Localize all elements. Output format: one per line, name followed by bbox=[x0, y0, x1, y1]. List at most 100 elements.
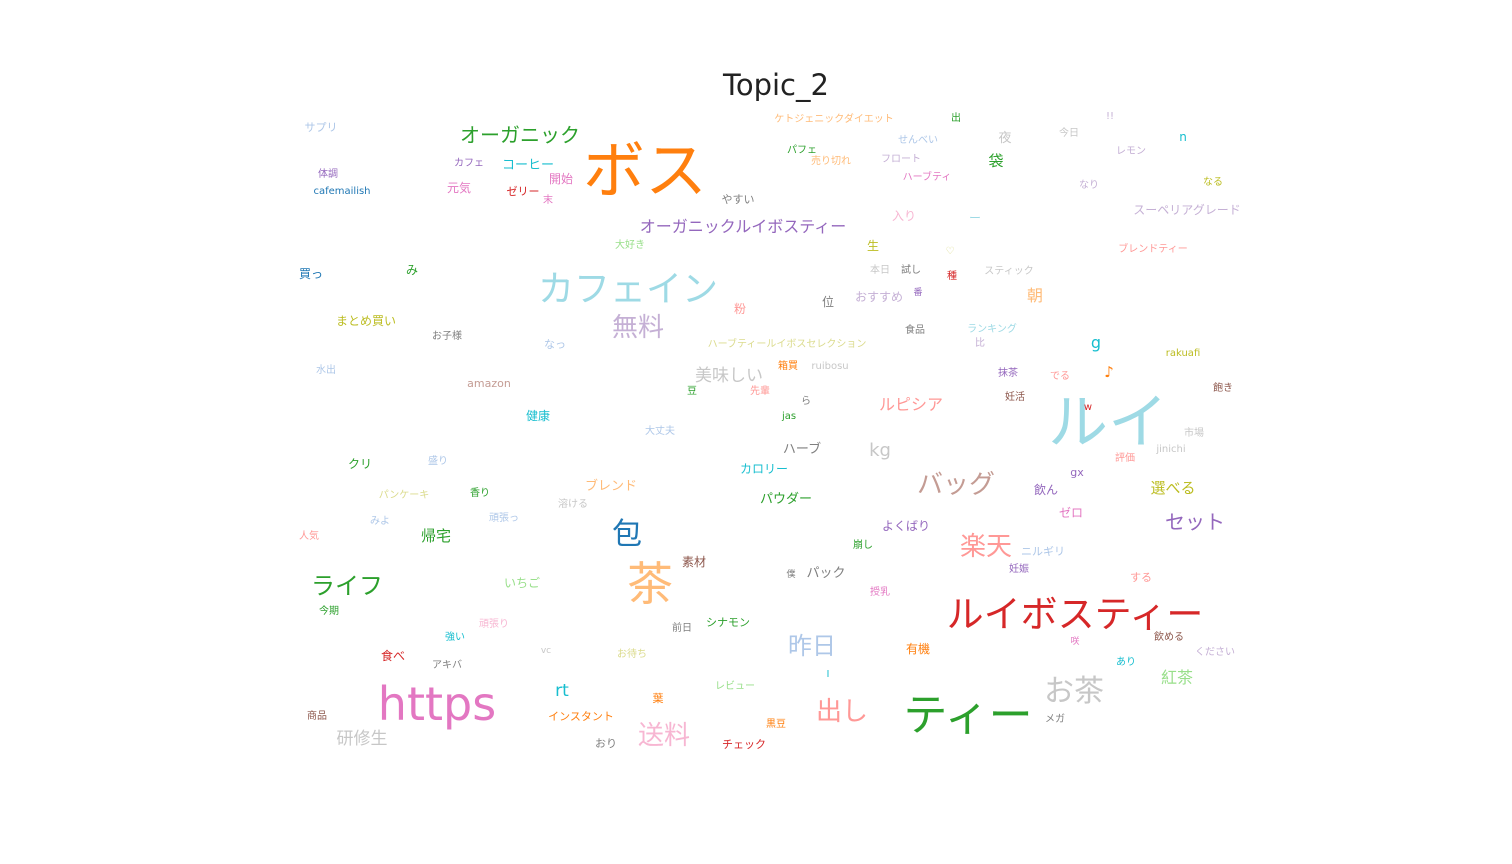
word-cloud-word: ニルギリ bbox=[1021, 545, 1065, 558]
word-cloud-word: 商品 bbox=[307, 709, 327, 722]
word-cloud-word: なっ bbox=[544, 338, 566, 351]
word-cloud-word: 袋 bbox=[988, 152, 1003, 170]
word-cloud-word: 末 bbox=[543, 193, 553, 206]
word-cloud-word: サプリ bbox=[305, 121, 338, 134]
word-cloud-word: スーペリアグレード bbox=[1133, 203, 1240, 217]
word-cloud-word: 豆 bbox=[687, 385, 697, 397]
word-cloud-word: オーガニック bbox=[460, 123, 580, 147]
word-cloud-word: ゼロ bbox=[1059, 506, 1083, 520]
word-cloud-word: 本日 bbox=[870, 263, 890, 276]
word-cloud-word: クリ bbox=[348, 457, 372, 471]
word-cloud-word: せんべい bbox=[898, 134, 938, 146]
word-cloud-word: ケトジェニックダイエット bbox=[774, 112, 894, 125]
word-cloud-word: 比 bbox=[975, 337, 985, 349]
word-cloud-word: ♪ bbox=[1104, 363, 1114, 381]
word-cloud-word: ルピシア bbox=[879, 395, 943, 414]
word-cloud-word: よくばり bbox=[882, 519, 930, 533]
word-cloud-word: 包 bbox=[612, 517, 642, 552]
word-cloud-word: カフェイン bbox=[538, 269, 718, 310]
word-cloud-word: フロート bbox=[881, 154, 921, 165]
word-cloud-word: み bbox=[406, 263, 418, 277]
word-cloud-word: 崩し bbox=[853, 538, 873, 551]
word-cloud-word: お茶 bbox=[1044, 674, 1104, 709]
word-cloud-word: 売り切れ bbox=[811, 154, 851, 167]
word-cloud-word: ブレンドティー bbox=[1118, 242, 1187, 255]
word-cloud-word: !! bbox=[1106, 111, 1114, 122]
word-cloud-word: 体調 bbox=[318, 167, 338, 180]
word-cloud-word: rakuafi bbox=[1166, 348, 1201, 359]
word-cloud-word: vc bbox=[541, 646, 551, 656]
chart-title: Topic_2 bbox=[723, 68, 829, 102]
word-cloud-word: ライフ bbox=[311, 572, 383, 600]
word-cloud-word: 食べ bbox=[381, 648, 405, 663]
word-cloud-word: 僕 bbox=[786, 568, 795, 580]
word-cloud-word: する bbox=[1130, 571, 1152, 584]
word-cloud-word: gx bbox=[1070, 466, 1084, 479]
word-cloud-word: 健康 bbox=[526, 408, 550, 423]
word-cloud-word: 市場 bbox=[1184, 426, 1204, 439]
word-cloud-word: お子様 bbox=[432, 329, 462, 342]
word-cloud-word: 評価 bbox=[1115, 451, 1135, 464]
word-cloud-word: カフェ bbox=[454, 157, 484, 169]
word-cloud-word: 飽き bbox=[1213, 381, 1233, 394]
word-cloud-word: 元気 bbox=[447, 180, 471, 195]
word-cloud-word: kg bbox=[869, 440, 891, 461]
word-cloud-word: 授乳 bbox=[870, 585, 890, 598]
word-cloud-word: 今日 bbox=[1059, 126, 1079, 139]
word-cloud-word: 抹茶 bbox=[998, 366, 1018, 379]
word-cloud-word: 出し bbox=[816, 697, 868, 727]
word-cloud-word: 有機 bbox=[906, 641, 930, 656]
word-cloud-word: チェック bbox=[722, 738, 766, 751]
word-cloud-word: パック bbox=[806, 566, 845, 581]
word-cloud-word: 盛り bbox=[428, 454, 448, 467]
word-cloud-word: g bbox=[1091, 333, 1101, 352]
word-cloud-word: 無料 bbox=[612, 313, 664, 343]
word-cloud-word: 紅茶 bbox=[1161, 668, 1193, 687]
word-cloud-word: レモン bbox=[1116, 146, 1146, 157]
word-cloud-word: 出 bbox=[951, 111, 961, 124]
word-cloud-word: 大好き bbox=[615, 238, 645, 251]
word-cloud-word: ルイボスティー bbox=[947, 593, 1204, 636]
word-cloud-word: I bbox=[827, 669, 830, 680]
word-cloud-word: 朝 bbox=[1027, 286, 1043, 305]
word-cloud-word: 人気 bbox=[299, 529, 319, 542]
word-cloud-word: 頑張っ bbox=[489, 512, 519, 524]
word-cloud-word: ください bbox=[1195, 646, 1235, 658]
word-cloud-word: やすい bbox=[722, 193, 755, 206]
word-cloud-word: 楽天 bbox=[960, 532, 1012, 562]
word-cloud-word: 箱買 bbox=[778, 359, 798, 372]
word-cloud-word: でる bbox=[1050, 370, 1070, 382]
word-cloud-word: 夜 bbox=[998, 131, 1011, 146]
word-cloud-word: 妊活 bbox=[1005, 390, 1025, 403]
word-cloud-word: 美味しい bbox=[695, 366, 763, 386]
word-cloud-word: まとめ買い bbox=[336, 314, 396, 328]
word-cloud-word: 昨日 bbox=[788, 632, 836, 660]
word-cloud-word: 種 bbox=[947, 269, 957, 282]
word-cloud-word: インスタント bbox=[548, 710, 614, 723]
word-cloud-word: いちご bbox=[504, 575, 540, 590]
word-cloud-word: 入り bbox=[892, 209, 916, 223]
word-cloud-word: 妊娠 bbox=[1009, 562, 1029, 575]
word-cloud-word: 頑張り bbox=[479, 618, 509, 630]
word-cloud-word: 飲める bbox=[1154, 630, 1184, 643]
word-cloud-word: 素材 bbox=[682, 555, 706, 569]
word-cloud-word: 選べる bbox=[1150, 479, 1195, 497]
word-cloud-word: 葉 bbox=[653, 691, 664, 705]
word-cloud-word: スティック bbox=[984, 265, 1033, 277]
word-cloud-word: 食品 bbox=[905, 323, 925, 336]
word-cloud-word: 溶ける bbox=[558, 497, 588, 510]
word-cloud-word: jas bbox=[781, 411, 796, 422]
word-cloud-word: ハーブティ bbox=[903, 170, 952, 183]
word-cloud-word: 送料 bbox=[638, 721, 690, 751]
word-cloud-word: ♡ bbox=[946, 246, 955, 257]
word-cloud-word: 咲 bbox=[1070, 635, 1079, 647]
word-cloud-word: 大丈夫 bbox=[645, 424, 675, 437]
word-cloud-word: ランキング bbox=[967, 322, 1017, 335]
word-cloud-word: ruibosu bbox=[811, 361, 848, 372]
word-cloud-word: 前日 bbox=[672, 621, 692, 634]
word-cloud-word: 番 bbox=[913, 286, 922, 298]
word-cloud-word: 先輩 bbox=[750, 384, 770, 397]
word-cloud-word: 試し bbox=[901, 263, 921, 276]
word-cloud-word: amazon bbox=[467, 377, 511, 390]
